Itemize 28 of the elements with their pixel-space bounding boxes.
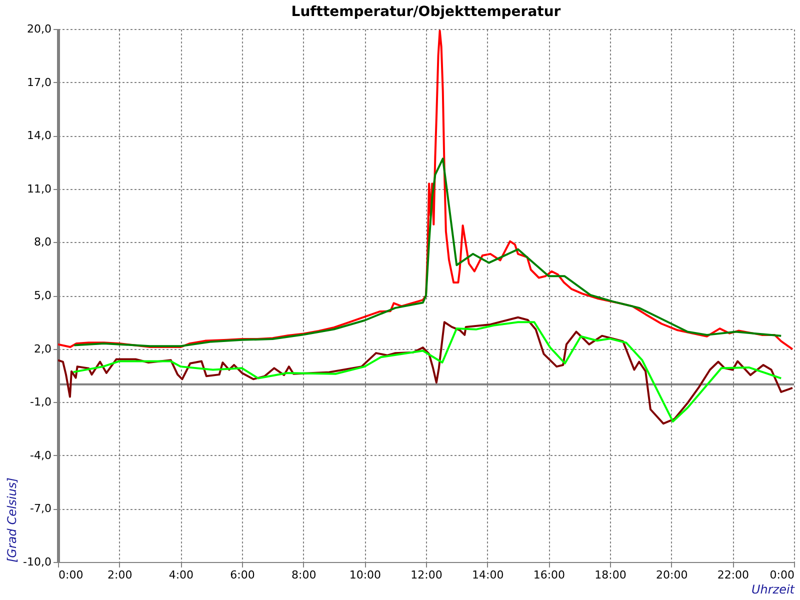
x-tick-label: 16:00 — [533, 568, 566, 582]
y-tick-label: -10,0 — [23, 556, 52, 568]
x-tick-label: 4:00 — [168, 568, 194, 582]
y-tick-label: -4,0 — [30, 448, 52, 462]
x-tick-label: 10:00 — [349, 568, 382, 582]
y-tick-label: -7,0 — [30, 502, 52, 516]
x-tick-label: 18:00 — [594, 568, 626, 582]
y-tick-label: -1,0 — [30, 396, 52, 409]
chart-title: Lufttemperatur/Objekttemperatur — [291, 4, 561, 20]
y-tick-label: 8,0 — [34, 236, 52, 249]
y-tick-label: 5,0 — [34, 289, 52, 302]
line-series — [73, 158, 782, 348]
x-tick-label: 2:00 — [107, 568, 132, 582]
x-tick-label: 0:00 — [770, 568, 794, 582]
x-tick-label: 0:00 — [58, 568, 84, 582]
x-tick-label: 22:00 — [717, 568, 750, 582]
y-axis-title: [Grad Celsius] — [5, 477, 20, 562]
x-tick-label: 12:00 — [410, 568, 442, 582]
x-axis-title: Uhrzeit — [751, 582, 796, 596]
y-tick-label: 11,0 — [27, 182, 52, 196]
x-tick-label: 8:00 — [291, 568, 316, 582]
y-tick-label: 14,0 — [27, 129, 52, 142]
x-tick-label: 6:00 — [230, 568, 255, 582]
y-tick-label: 2,0 — [34, 342, 52, 356]
y-tick-label: 17,0 — [27, 76, 52, 89]
x-tick-label: 14:00 — [472, 568, 504, 582]
y-tick-label: 20,0 — [27, 22, 52, 36]
x-tick-label: 20:00 — [656, 568, 688, 582]
